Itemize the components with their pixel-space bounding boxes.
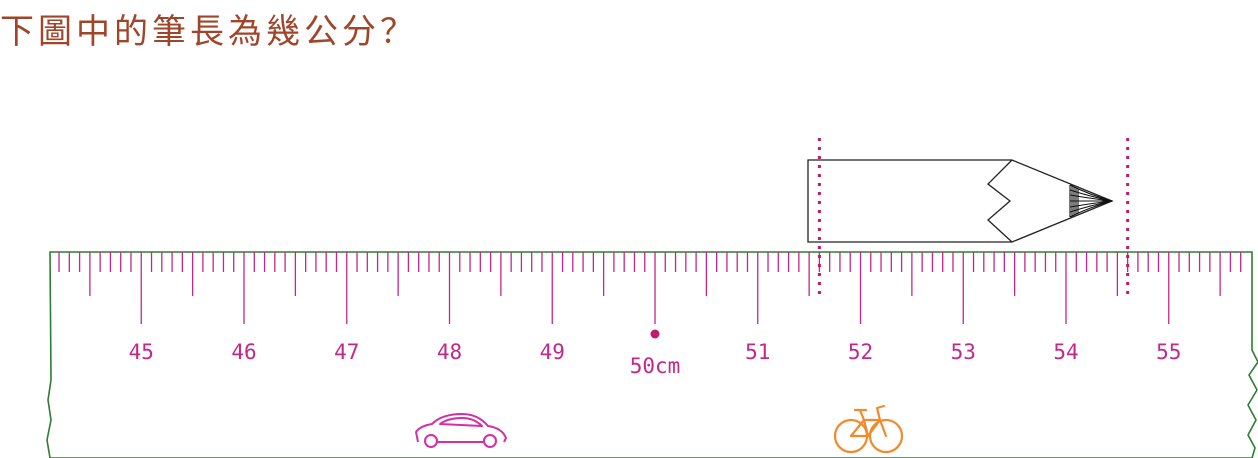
ruler-label: 46 bbox=[231, 340, 256, 364]
ruler-label: 45 bbox=[129, 340, 154, 364]
pencil-body bbox=[808, 160, 1112, 242]
pencil-lead bbox=[1070, 185, 1112, 217]
ruler-label: 53 bbox=[951, 340, 976, 364]
ruler-label: 49 bbox=[540, 340, 565, 364]
ruler-label: 50cm bbox=[630, 354, 681, 378]
pencil bbox=[808, 160, 1112, 242]
ruler-label: 52 bbox=[848, 340, 873, 364]
ruler-label: 55 bbox=[1156, 340, 1181, 364]
ruler-label: 48 bbox=[437, 340, 462, 364]
center-dot bbox=[651, 330, 660, 339]
ruler-label: 54 bbox=[1053, 340, 1078, 364]
ruler-label: 51 bbox=[745, 340, 770, 364]
ruler-label: 47 bbox=[334, 340, 359, 364]
